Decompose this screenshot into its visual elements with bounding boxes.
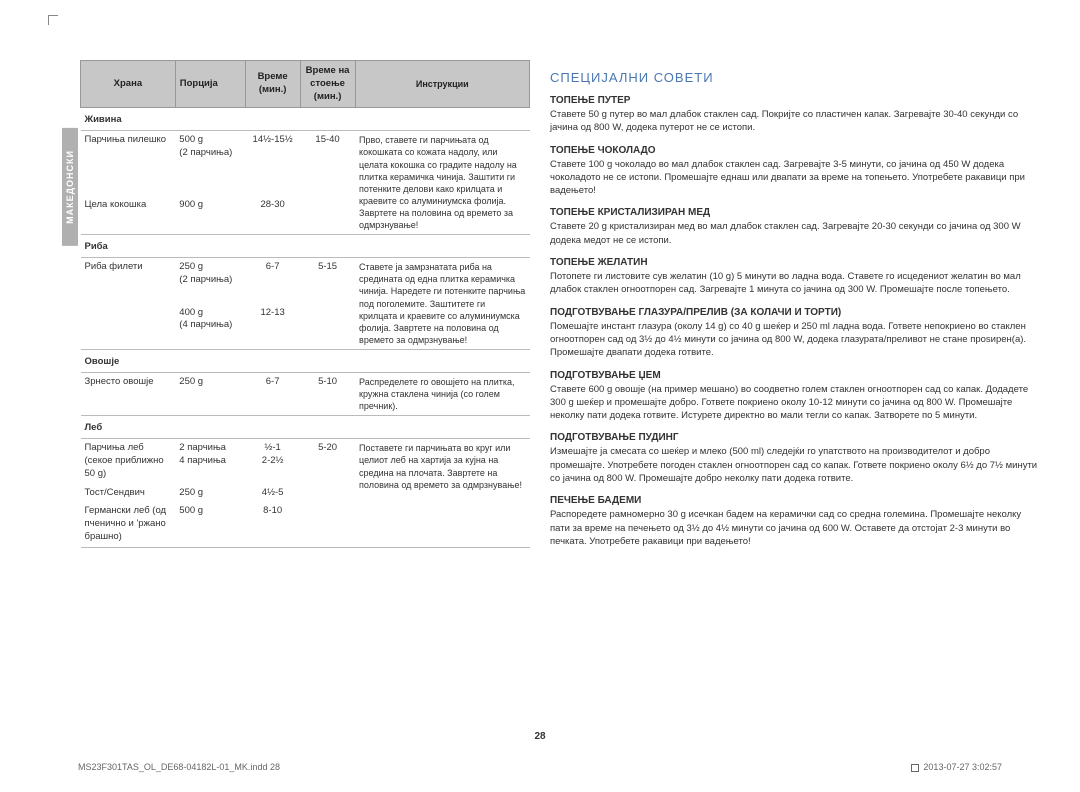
table-section-row: Овошје xyxy=(81,350,530,373)
crop-mark xyxy=(48,15,58,25)
tip-body: Ставете 50 g путер во мал длабок стаклен… xyxy=(550,108,1040,135)
tip-title: ПОДГОТВУВАЊЕ ГЛАЗУРА/ПРЕЛИВ (ЗА КОЛАЧИ И… xyxy=(550,307,1040,318)
table-section-row: Риба xyxy=(81,235,530,258)
table-section-row: Леб xyxy=(81,416,530,439)
tip-title: ТОПЕЊЕ КРИСТАЛИЗИРАН МЕД xyxy=(550,207,1040,218)
table-cell: Парчиња леб (секое приближно 50 g) xyxy=(81,439,176,484)
tip-body: Ставете 20 g кристализиран мед во мал дл… xyxy=(550,220,1040,247)
tip-block: ПОДГОТВУВАЊЕ ГЛАЗУРА/ПРЕЛИВ (ЗА КОЛАЧИ И… xyxy=(550,307,1040,360)
tip-title: ПОДГОТВУВАЊЕ ПУДИНГ xyxy=(550,432,1040,443)
table-cell: Цела кокошка xyxy=(81,196,176,235)
footer-timestamp: 2013-07-27 3:02:57 xyxy=(911,762,1002,772)
table-cell: 5-15 xyxy=(300,258,355,304)
table-row: Парчиња леб (секое приближно 50 g)2 парч… xyxy=(81,439,530,484)
tip-title: ТОПЕЊЕ ЧОКОЛАДО xyxy=(550,145,1040,156)
tip-block: ПОДГОТВУВАЊЕ ЏЕМ Ставете 600 g овошје (на… xyxy=(550,370,1040,423)
table-cell: Распределете го овошјето на плитка, круж… xyxy=(355,372,529,415)
tip-title: ТОПЕЊЕ ЖЕЛАТИН xyxy=(550,257,1040,268)
th-portion: Порција xyxy=(175,61,245,108)
table-cell: Зрнесто овошје xyxy=(81,372,176,415)
special-tips-title: СПЕЦИЈАЛНИ СОВЕТИ xyxy=(550,70,1040,85)
th-food: Храна xyxy=(81,61,176,108)
table-cell: 4½-5 xyxy=(245,484,300,503)
th-time: Време (мин.) xyxy=(245,61,300,108)
tip-title: ПОДГОТВУВАЊЕ ЏЕМ xyxy=(550,370,1040,381)
table-section-row: Живина xyxy=(81,108,530,131)
th-stand: Време на стоење (мин.) xyxy=(300,61,355,108)
page-number: 28 xyxy=(534,731,545,742)
table-row: Зрнесто овошје250 g6-75-10Распределете г… xyxy=(81,372,530,415)
tip-block: ТОПЕЊЕ ПУТЕР Ставете 50 g путер во мал дл… xyxy=(550,95,1040,135)
table-cell: 500 g xyxy=(175,502,245,547)
table-cell: 6-7 xyxy=(245,372,300,415)
defrost-table: Храна Порција Време (мин.) Време на стое… xyxy=(80,60,530,548)
defrost-table-wrap: Храна Порција Време (мин.) Време на стое… xyxy=(80,60,530,700)
tip-block: ПОДГОТВУВАЊЕ ПУДИНГ Измешајте ја смесата … xyxy=(550,432,1040,485)
table-cell: ½-1 2-2½ xyxy=(245,439,300,484)
tip-body: Потопете ги листовите сув желатин (10 g)… xyxy=(550,270,1040,297)
table-cell: Прво, ставете ги парчињата од кокошката … xyxy=(355,131,529,235)
table-cell: 12-13 xyxy=(245,304,300,350)
table-cell: Ставете ја замрзнатата риба на средината… xyxy=(355,258,529,350)
table-cell: 6-7 xyxy=(245,258,300,304)
table-cell: Германски леб (од пченично и 'ржано браш… xyxy=(81,502,176,547)
table-cell: 500 g (2 парчиња) xyxy=(175,131,245,196)
special-tips-col: СПЕЦИЈАЛНИ СОВЕТИ ТОПЕЊЕ ПУТЕР Ставете 50… xyxy=(550,60,1040,700)
tip-title: ТОПЕЊЕ ПУТЕР xyxy=(550,95,1040,106)
table-cell: 250 g xyxy=(175,484,245,503)
table-cell xyxy=(300,484,355,503)
tip-body: Распоредете рамномерно 30 g исечкан баде… xyxy=(550,508,1040,548)
tip-body: Помешајте инстант глазура (околу 14 g) с… xyxy=(550,320,1040,360)
table-cell xyxy=(81,304,176,350)
tip-block: ТОПЕЊЕ ЖЕЛАТИН Потопете ги листовите сув … xyxy=(550,257,1040,297)
table-row: Риба филети250 g (2 парчиња)6-75-15Ставе… xyxy=(81,258,530,304)
table-cell: Риба филети xyxy=(81,258,176,304)
footer-filename: MS23F301TAS_OL_DE68-04182L-01_MK.indd 28 xyxy=(78,762,280,772)
table-cell: Поставете ги парчињата во круг или целио… xyxy=(355,439,529,548)
table-cell xyxy=(300,196,355,235)
table-cell: 15-40 xyxy=(300,131,355,196)
tip-block: ПЕЧЕЊЕ БАДЕМИ Распоредете рамномерно 30 g… xyxy=(550,495,1040,548)
tip-title: ПЕЧЕЊЕ БАДЕМИ xyxy=(550,495,1040,506)
tip-body: Измешајте ја смесата со шеќер и млеко (5… xyxy=(550,445,1040,485)
table-cell xyxy=(300,502,355,547)
table-cell: 8-10 xyxy=(245,502,300,547)
table-cell: 5-20 xyxy=(300,439,355,484)
table-cell xyxy=(300,304,355,350)
table-header-row: Храна Порција Време (мин.) Време на стое… xyxy=(81,61,530,108)
footer-icon xyxy=(911,764,919,772)
page-content: Храна Порција Време (мин.) Време на стое… xyxy=(80,60,1040,700)
table-row: Парчиња пилешко500 g (2 парчиња)14½-15½1… xyxy=(81,131,530,196)
tip-block: ТОПЕЊЕ КРИСТАЛИЗИРАН МЕД Ставете 20 g кри… xyxy=(550,207,1040,247)
table-cell: 250 g xyxy=(175,372,245,415)
language-tab: МАКЕДОНСКИ xyxy=(62,128,78,246)
table-cell: 5-10 xyxy=(300,372,355,415)
th-instr: Инструкции xyxy=(355,61,529,108)
table-cell: 28-30 xyxy=(245,196,300,235)
tip-body: Ставете 600 g овошје (на пример мешано) … xyxy=(550,383,1040,423)
tip-body: Ставете 100 g чоколадо во мал длабок ста… xyxy=(550,158,1040,198)
table-cell: 400 g (4 парчиња) xyxy=(175,304,245,350)
table-cell: Тост/Сендвич xyxy=(81,484,176,503)
table-cell: 14½-15½ xyxy=(245,131,300,196)
table-cell: 250 g (2 парчиња) xyxy=(175,258,245,304)
table-cell: 2 парчиња 4 парчиња xyxy=(175,439,245,484)
table-cell: 900 g xyxy=(175,196,245,235)
tip-block: ТОПЕЊЕ ЧОКОЛАДО Ставете 100 g чоколадо во… xyxy=(550,145,1040,198)
table-cell: Парчиња пилешко xyxy=(81,131,176,196)
